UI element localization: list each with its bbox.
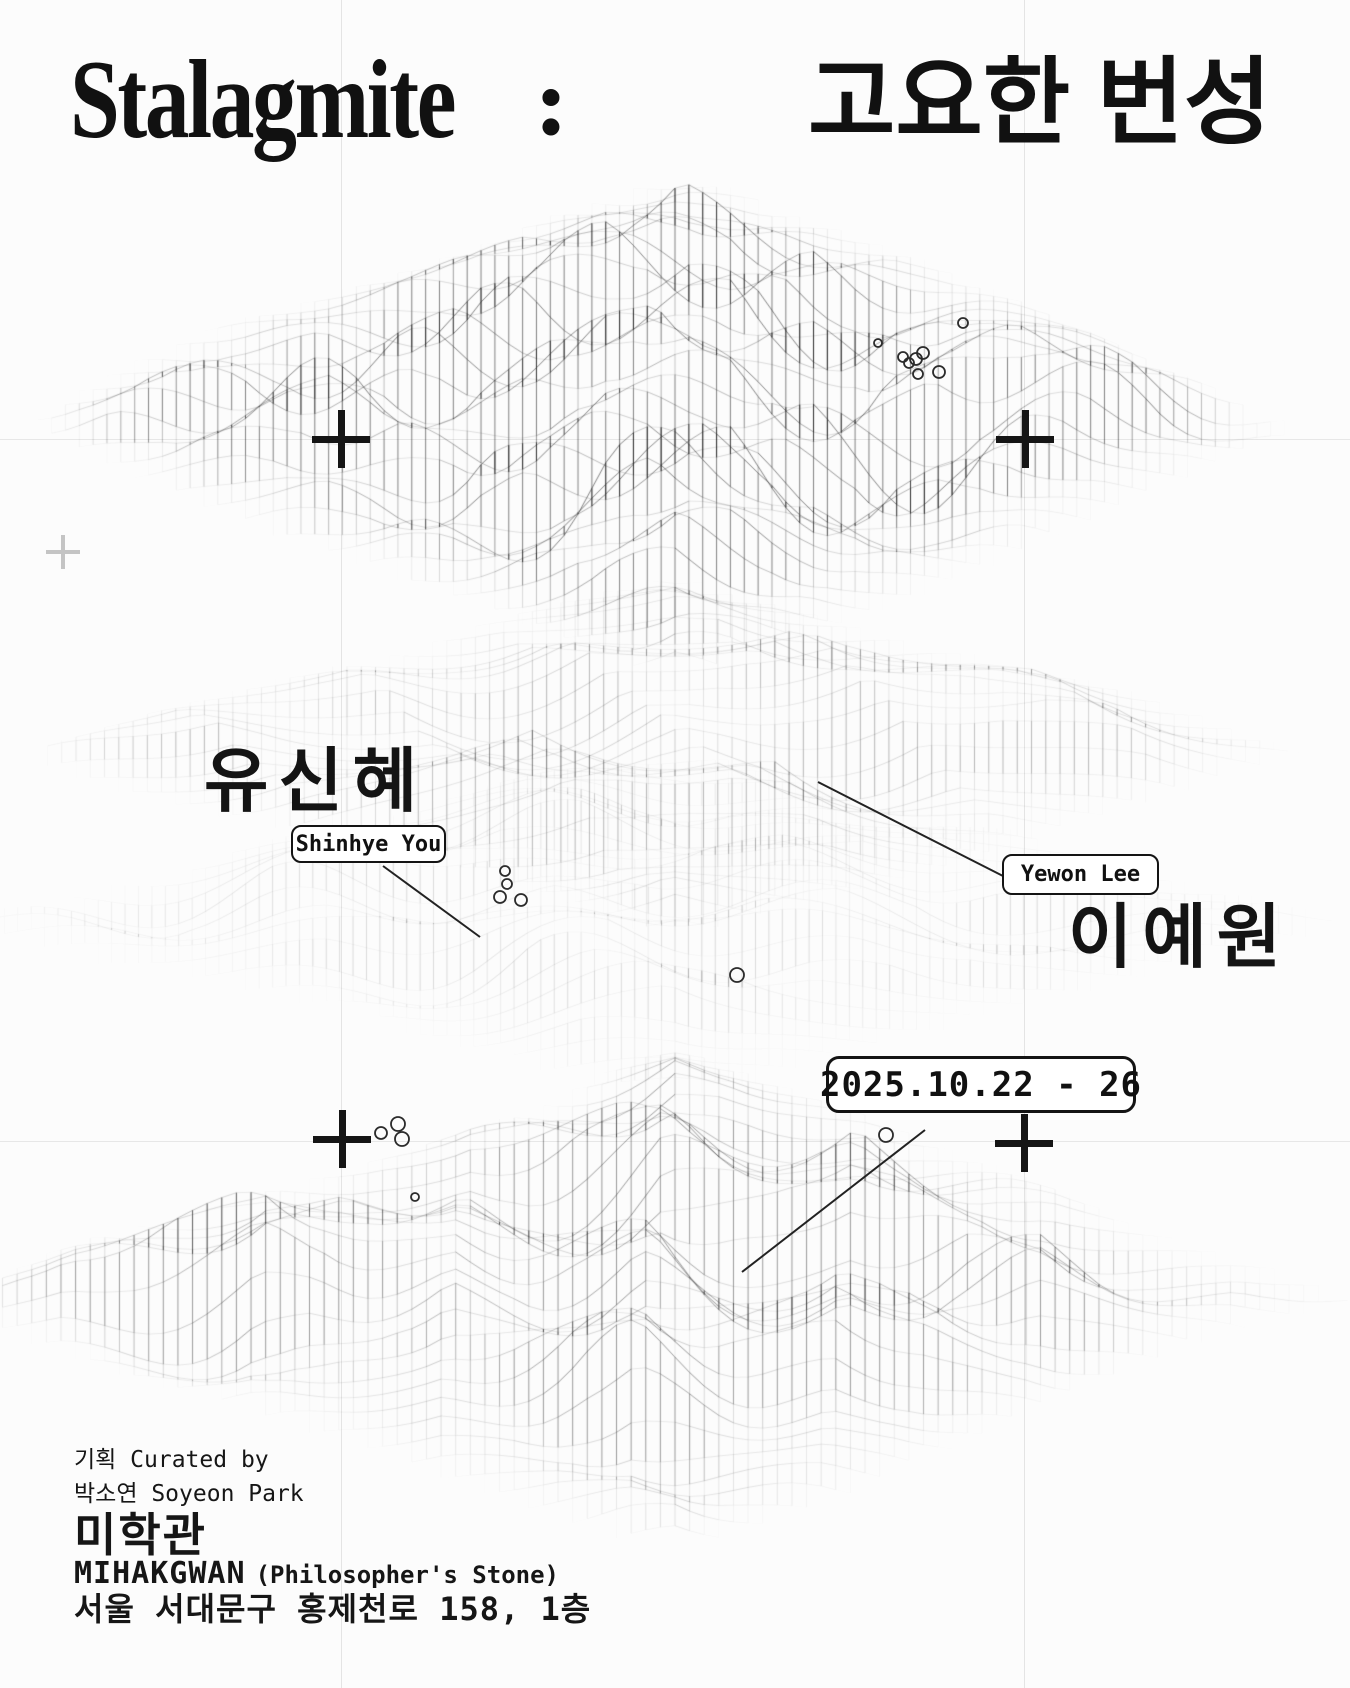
venue-address: 서울 서대문구 홍제천로 158, 1층: [74, 1590, 592, 1628]
plus-mark-bottom-right: [995, 1114, 1053, 1172]
artist-name-korean-shinhye: 유신혜: [204, 740, 428, 822]
plus-mark-top-right: [996, 410, 1054, 468]
plus-mark-bottom-left: [313, 1110, 371, 1168]
exhibition-dates-text: 2025.10.22 - 26: [819, 1064, 1143, 1105]
curated-by-label: 기획 Curated by: [74, 1447, 269, 1473]
artist-label-shinhye-you: Shinhye You: [291, 825, 446, 863]
venue-name-note: (Philosopher's Stone): [255, 1561, 559, 1589]
venue-name-english-line: MIHAKGWAN (Philosopher's Stone): [74, 1556, 559, 1592]
plus-mark-faint-left: [46, 535, 80, 569]
artist-label-shinhye-text: Shinhye You: [295, 831, 442, 857]
artist-name-korean-yewon: 이예원: [1068, 896, 1292, 978]
curator-name: 박소연 Soyeon Park: [74, 1481, 304, 1507]
artist-label-yewon-text: Yewon Lee: [1020, 862, 1141, 887]
plus-mark-top-left: [312, 410, 370, 468]
artist-label-yewon-lee: Yewon Lee: [1002, 854, 1159, 895]
venue-name-english: MIHAKGWAN: [74, 1556, 246, 1591]
poster-title-english: Stalagmite: [70, 38, 457, 162]
venue-name-korean: 미학관: [74, 1508, 207, 1562]
poster-title-korean: 고요한 번성: [808, 50, 1272, 156]
poster-title-colon: :: [534, 48, 568, 156]
exhibition-dates-box: 2025.10.22 - 26: [820, 1056, 1141, 1113]
